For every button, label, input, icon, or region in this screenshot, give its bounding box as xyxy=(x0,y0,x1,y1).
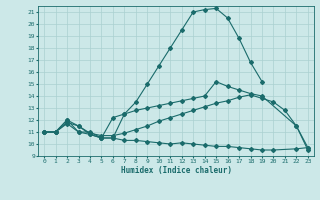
X-axis label: Humidex (Indice chaleur): Humidex (Indice chaleur) xyxy=(121,166,231,175)
